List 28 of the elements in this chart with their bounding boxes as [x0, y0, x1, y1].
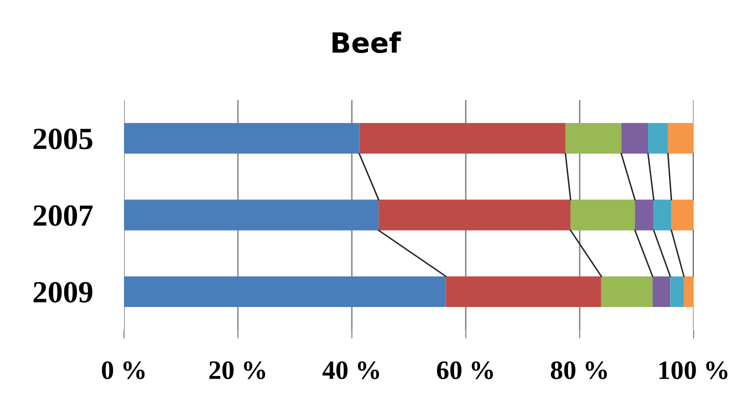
- bar: [634, 200, 654, 230]
- x-tick-label: 60 %: [436, 361, 493, 380]
- bar: [668, 123, 694, 154]
- bar: [654, 200, 672, 230]
- x-tick-label: 80 %: [550, 361, 607, 380]
- y-tick-label: 2009: [34, 282, 92, 303]
- x-tick-label: 20 %: [209, 361, 266, 380]
- y-tick-label: 2007: [34, 205, 93, 226]
- x-tick-label: 100 %: [659, 361, 728, 380]
- bar: [671, 200, 694, 230]
- bar: [359, 123, 566, 154]
- bar: [124, 123, 360, 154]
- bar: [124, 276, 446, 307]
- y-tick-label: 2005: [34, 128, 92, 150]
- bar: [570, 200, 635, 230]
- bar: [601, 276, 653, 307]
- bar: [446, 276, 602, 307]
- bar: [565, 123, 622, 154]
- chart-title: Beef: [332, 32, 402, 54]
- bar: [684, 276, 694, 307]
- x-tick-label: 0 %: [102, 361, 145, 380]
- bar: [621, 123, 648, 154]
- x-tick-label: 40 %: [322, 361, 380, 380]
- bar: [378, 200, 571, 230]
- bar: [652, 276, 670, 307]
- bar: [670, 276, 684, 307]
- bar: [648, 123, 668, 154]
- bar: [124, 200, 379, 230]
